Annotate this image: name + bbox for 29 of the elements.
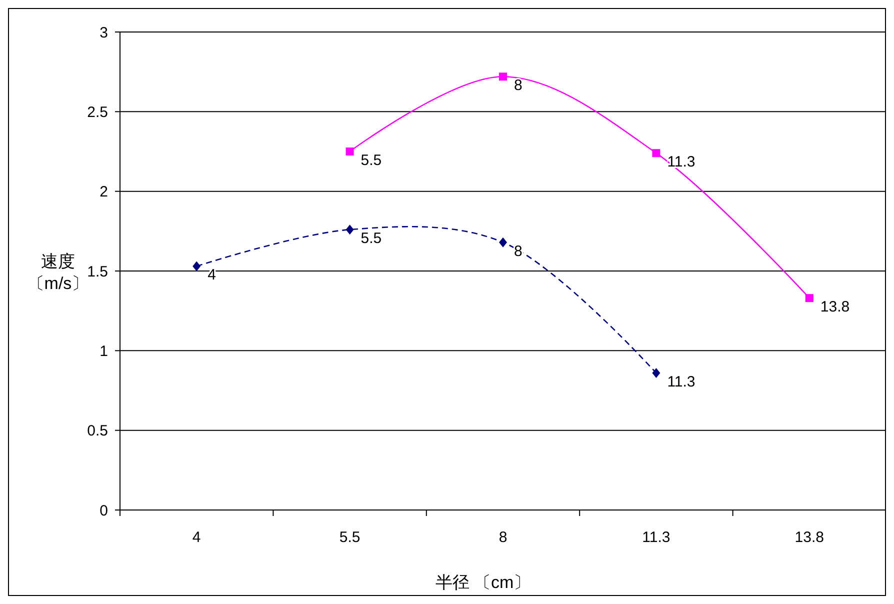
point: [346, 148, 354, 156]
annotation: 8: [514, 242, 522, 260]
point: [346, 224, 354, 235]
y-axis-title: 速度〔m/s〕: [27, 252, 89, 293]
point: [652, 149, 660, 158]
annotation: 11.3: [667, 154, 696, 171]
annotation: 13.8: [820, 298, 850, 316]
x-tick-label: 8: [498, 529, 508, 546]
annotation: 5.5: [360, 152, 382, 169]
x-axis-title: 半径 〔cm〕: [435, 573, 531, 592]
y-tick-label: 2.5: [87, 104, 108, 121]
y-tick-label: 0.5: [87, 422, 108, 440]
x-tick-label: 4: [192, 529, 201, 546]
point: [499, 237, 507, 248]
x-tick-label: 5.5: [339, 529, 360, 546]
annotation: 8: [514, 77, 522, 94]
point: [805, 294, 814, 302]
point: [652, 368, 660, 378]
annotation: 5.5: [360, 230, 382, 248]
x-tick-label: 13.8: [794, 529, 824, 546]
y-tick-label: 3: [100, 24, 108, 42]
y-tick-label: 1.5: [87, 263, 108, 280]
y-tick-label: 2: [100, 184, 108, 201]
x-tick-label: 11.3: [642, 529, 670, 546]
y-tick-label: 0: [100, 502, 108, 520]
y-tick-label: 1: [100, 342, 108, 360]
annotation: 11.3: [667, 373, 696, 390]
point: [192, 261, 201, 272]
point: [499, 72, 507, 81]
